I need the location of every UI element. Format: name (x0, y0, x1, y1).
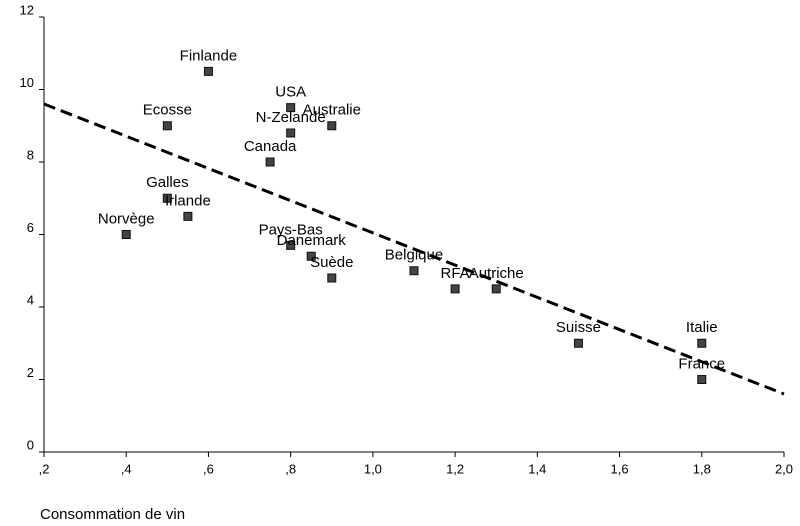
x-tick-label: ,2 (39, 461, 50, 476)
x-tick-label: 1,6 (611, 461, 629, 476)
y-tick-label: 12 (20, 2, 34, 17)
x-tick-label: 2,0 (775, 461, 793, 476)
point (697, 338, 707, 348)
point (286, 240, 296, 250)
point-label: Danemark (277, 232, 347, 249)
x-tick-label: ,8 (285, 461, 296, 476)
point (203, 66, 213, 76)
point (327, 273, 337, 283)
point (286, 103, 296, 113)
point (409, 266, 419, 276)
point-label: Suède (310, 254, 353, 271)
y-tick-label: 4 (27, 292, 34, 307)
y-tick-label: 2 (27, 365, 34, 380)
point-label: Belgique (385, 247, 443, 264)
point (183, 211, 193, 221)
point-label: Irlande (165, 192, 211, 209)
point (491, 284, 501, 294)
x-tick-label: 1,4 (528, 461, 546, 476)
y-tick-label: 6 (27, 220, 34, 235)
point-label: Italie (686, 319, 718, 336)
point-label: France (678, 355, 725, 372)
point (162, 121, 172, 131)
point (265, 157, 275, 167)
point (450, 284, 460, 294)
point (573, 338, 583, 348)
x-tick-label: 1,2 (446, 461, 464, 476)
point-label: USA (275, 84, 306, 101)
trend-line (43, 102, 785, 396)
point-label: Ecosse (143, 102, 192, 119)
point (327, 121, 337, 131)
point (697, 375, 707, 384)
x-tick-label: ,6 (203, 461, 214, 476)
x-tick-label: ,4 (121, 461, 132, 476)
y-tick-label: 10 (20, 75, 34, 90)
point-label: RFA (441, 265, 470, 282)
point-label: Finlande (180, 47, 238, 64)
x-tick-label: 1,8 (693, 461, 711, 476)
x-tick-label: 1,0 (364, 461, 382, 476)
point-label: N-Zelande (256, 109, 326, 126)
point (121, 230, 131, 239)
point (306, 251, 316, 261)
point-label: Suisse (556, 319, 601, 336)
point (286, 128, 296, 138)
point-label: Canada (244, 138, 297, 155)
point-label: Pays-Bas (259, 221, 323, 238)
point (162, 193, 172, 203)
point-label: Galles (146, 174, 189, 191)
x-axis-label: Consommation de vin (40, 506, 185, 523)
point-label: Norvège (98, 210, 155, 227)
y-tick-label: 0 (27, 437, 34, 452)
point-label: Autriche (469, 265, 524, 282)
y-tick-label: 8 (27, 147, 34, 162)
point-label: Australie (303, 102, 361, 119)
